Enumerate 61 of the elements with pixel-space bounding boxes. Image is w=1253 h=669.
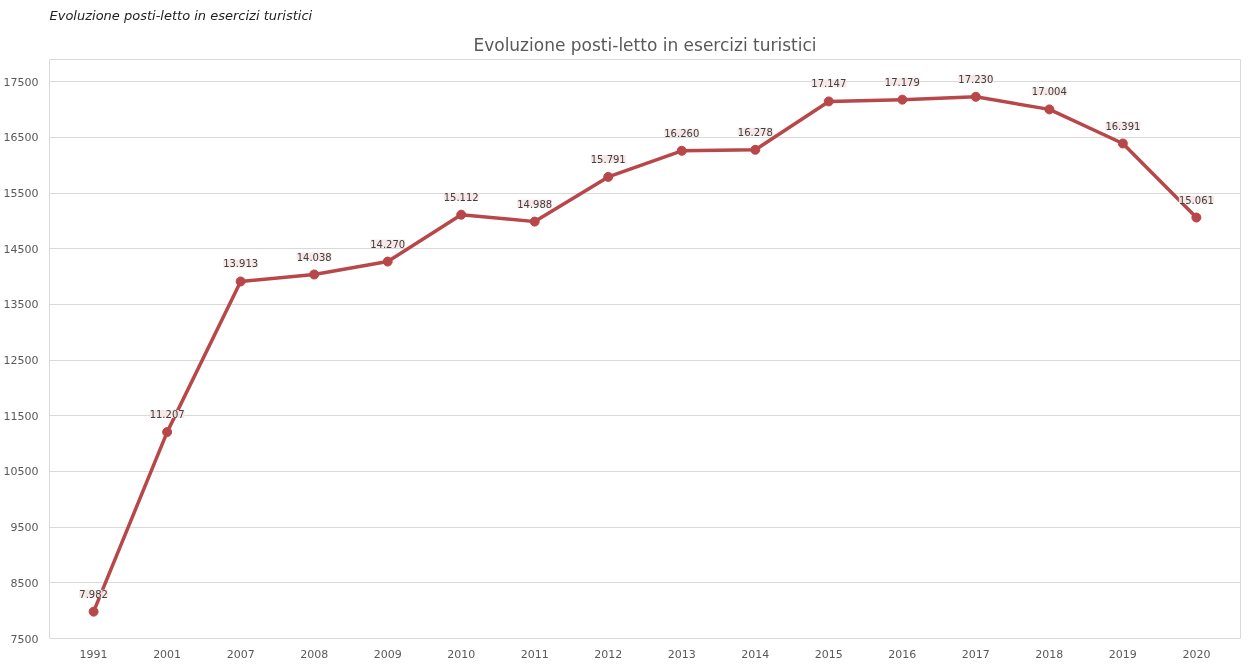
x-tick-label: 1991 <box>79 647 108 661</box>
data-label: 17.004 <box>1031 86 1067 98</box>
data-label: 7.982 <box>79 588 108 600</box>
chart-title: Evoluzione posti-letto in esercizi turistici <box>473 34 817 55</box>
y-tick-label: 11500 <box>3 409 39 423</box>
x-tick-label: 2017 <box>961 647 990 661</box>
text: Evoluzione posti-letto in esercizi turistici <box>49 7 313 23</box>
point <box>1191 212 1202 223</box>
data-label: 17.179 <box>884 76 920 88</box>
x-tick-label: 2018 <box>1035 647 1064 661</box>
y-tick-label: 17500 <box>3 75 39 89</box>
data-label: 14.270 <box>370 238 406 250</box>
data-label: 15.791 <box>590 153 626 165</box>
point <box>529 216 540 227</box>
point <box>676 145 687 156</box>
point <box>162 427 173 438</box>
point <box>750 144 761 155</box>
data-label: 14.988 <box>517 198 553 210</box>
y-tick-label: 12500 <box>3 354 39 368</box>
y-tick-label: 16500 <box>3 131 39 145</box>
data-label: 13.913 <box>223 258 259 270</box>
data-label: 16.391 <box>1105 120 1141 132</box>
x-tick-label: 2015 <box>814 647 843 661</box>
y-tick-label: 14500 <box>3 242 39 256</box>
y-tick-label: 15500 <box>3 187 39 201</box>
point <box>456 209 467 220</box>
x-tick-label: 2013 <box>667 647 696 661</box>
point <box>382 256 393 267</box>
x-tick-label: 2020 <box>1182 647 1211 661</box>
x-tick-label: 2019 <box>1108 647 1137 661</box>
data-label: 11.207 <box>149 409 185 421</box>
point <box>970 91 981 102</box>
y-tick-label: 10500 <box>3 465 39 479</box>
point <box>88 606 99 617</box>
data-label: 16.278 <box>737 126 773 138</box>
point <box>603 171 614 182</box>
y-tick-label: 9500 <box>10 521 39 535</box>
point <box>1117 138 1128 149</box>
point <box>309 269 320 280</box>
data-label: 15.061 <box>1178 194 1214 206</box>
data-label: 17.230 <box>958 73 994 85</box>
point <box>823 96 834 107</box>
x-tick-label: 2011 <box>520 647 549 661</box>
data-label: 17.147 <box>811 78 847 90</box>
x-tick-label: 2001 <box>153 647 182 661</box>
x-tick-label: 2007 <box>226 647 255 661</box>
x-tick-label: 2010 <box>447 647 476 661</box>
data-label: 16.260 <box>664 127 700 139</box>
point <box>235 276 246 287</box>
x-tick-label: 2016 <box>888 647 917 661</box>
data-label: 14.038 <box>296 251 332 263</box>
y-tick-label: 8500 <box>10 576 39 590</box>
y-tick-label: 7500 <box>10 632 39 646</box>
x-tick-label: 2008 <box>300 647 329 661</box>
y-tick-label: 13500 <box>3 298 39 312</box>
x-tick-label: 2009 <box>373 647 402 661</box>
data-label: 15.112 <box>443 191 479 203</box>
point <box>1044 104 1055 115</box>
point <box>897 94 908 105</box>
x-tick-label: 2012 <box>594 647 623 661</box>
x-tick-label: 2014 <box>741 647 770 661</box>
